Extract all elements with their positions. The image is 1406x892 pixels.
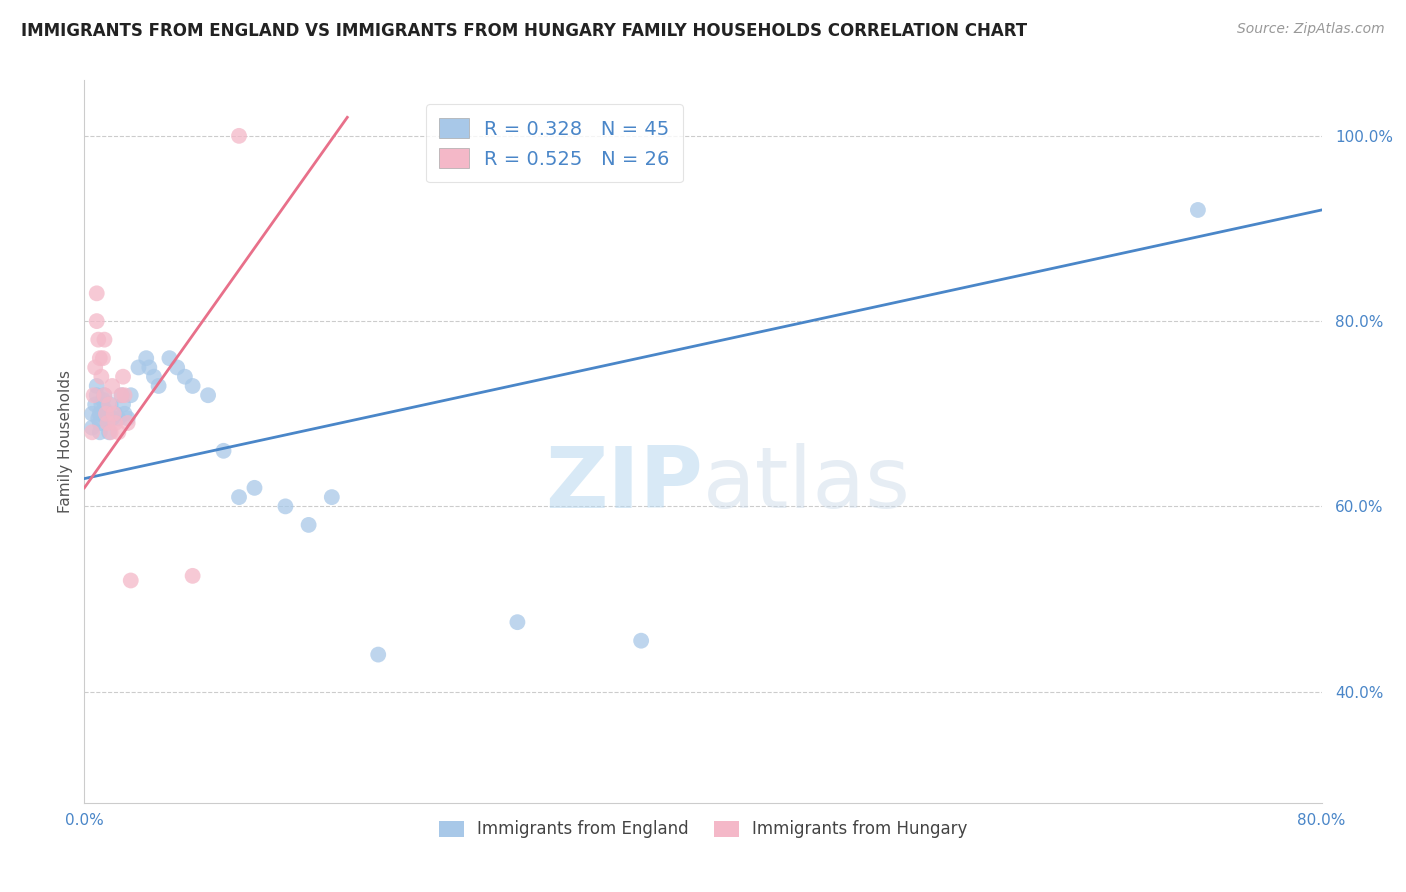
Point — [89, 425, 111, 440]
Point — [96, 416, 118, 430]
Point — [120, 574, 142, 588]
Point — [143, 369, 166, 384]
Text: Source: ZipAtlas.com: Source: ZipAtlas.com — [1237, 22, 1385, 37]
Point — [98, 425, 121, 440]
Point — [98, 397, 121, 411]
Legend: Immigrants from England, Immigrants from Hungary: Immigrants from England, Immigrants from… — [432, 814, 974, 845]
Point — [101, 411, 124, 425]
Point — [90, 397, 112, 411]
Point — [1187, 202, 1209, 217]
Text: atlas: atlas — [703, 443, 911, 526]
Point — [87, 411, 110, 425]
Point — [138, 360, 160, 375]
Point — [120, 388, 142, 402]
Point — [506, 615, 529, 630]
Point — [274, 500, 297, 514]
Point — [103, 407, 125, 421]
Point — [83, 388, 105, 402]
Point — [100, 425, 122, 440]
Point — [89, 351, 111, 366]
Point — [127, 360, 149, 375]
Point — [148, 379, 170, 393]
Point — [166, 360, 188, 375]
Point — [94, 407, 117, 421]
Point — [197, 388, 219, 402]
Point — [89, 407, 111, 421]
Point — [159, 351, 180, 366]
Point — [104, 416, 127, 430]
Point — [117, 416, 139, 430]
Point — [114, 388, 136, 402]
Point — [135, 351, 157, 366]
Point — [181, 379, 204, 393]
Point — [114, 407, 136, 421]
Point — [181, 569, 204, 583]
Point — [86, 314, 108, 328]
Point — [228, 490, 250, 504]
Point — [112, 397, 135, 411]
Point — [110, 388, 132, 402]
Point — [82, 420, 104, 434]
Point — [110, 388, 132, 402]
Point — [91, 351, 114, 366]
Point — [93, 388, 115, 402]
Point — [101, 379, 124, 393]
Point — [96, 407, 118, 421]
Point — [243, 481, 266, 495]
Point — [212, 443, 235, 458]
Point — [94, 411, 117, 425]
Point — [174, 369, 197, 384]
Text: IMMIGRANTS FROM ENGLAND VS IMMIGRANTS FROM HUNGARY FAMILY HOUSEHOLDS CORRELATION: IMMIGRANTS FROM ENGLAND VS IMMIGRANTS FR… — [21, 22, 1028, 40]
Point — [87, 333, 110, 347]
Point — [112, 369, 135, 384]
Point — [89, 416, 111, 430]
Point — [82, 407, 104, 421]
Point — [90, 369, 112, 384]
Point — [630, 633, 652, 648]
Point — [93, 402, 115, 417]
Point — [86, 388, 108, 402]
Point — [84, 360, 107, 375]
Point — [228, 128, 250, 143]
Point — [117, 411, 139, 425]
Point — [367, 648, 389, 662]
Point — [297, 517, 319, 532]
Point — [86, 379, 108, 393]
Point — [86, 286, 108, 301]
Point — [107, 411, 129, 425]
Y-axis label: Family Households: Family Households — [58, 370, 73, 513]
Point — [82, 425, 104, 440]
Text: ZIP: ZIP — [546, 443, 703, 526]
Point — [321, 490, 343, 504]
Point — [91, 392, 114, 407]
Point — [84, 397, 107, 411]
Point — [107, 425, 129, 440]
Point — [93, 388, 115, 402]
Point — [100, 397, 122, 411]
Point — [93, 333, 115, 347]
Point — [104, 407, 127, 421]
